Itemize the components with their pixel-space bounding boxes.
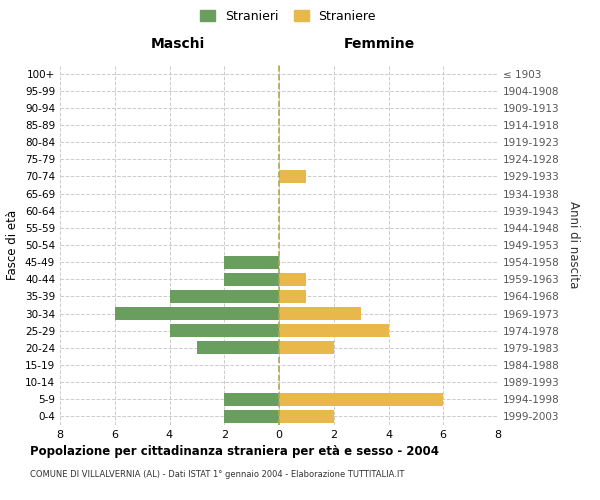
Bar	[197, 342, 279, 354]
Bar	[115, 307, 279, 320]
Bar	[279, 170, 307, 183]
Text: Popolazione per cittadinanza straniera per età e sesso - 2004: Popolazione per cittadinanza straniera p…	[30, 445, 439, 458]
Bar	[279, 393, 443, 406]
Text: Maschi: Maschi	[151, 36, 205, 51]
Bar	[279, 410, 334, 423]
Bar	[279, 342, 334, 354]
Bar	[279, 307, 361, 320]
Bar	[279, 324, 389, 337]
Bar	[224, 256, 279, 268]
Y-axis label: Fasce di età: Fasce di età	[7, 210, 19, 280]
Y-axis label: Anni di nascita: Anni di nascita	[566, 202, 580, 288]
Bar	[224, 393, 279, 406]
Bar	[224, 273, 279, 285]
Bar	[279, 290, 307, 303]
Bar	[279, 273, 307, 285]
Bar	[170, 324, 279, 337]
Bar	[224, 410, 279, 423]
Legend: Stranieri, Straniere: Stranieri, Straniere	[196, 6, 380, 26]
Bar	[170, 290, 279, 303]
Text: Femmine: Femmine	[344, 36, 415, 51]
Text: COMUNE DI VILLALVERNIA (AL) - Dati ISTAT 1° gennaio 2004 - Elaborazione TUTTITAL: COMUNE DI VILLALVERNIA (AL) - Dati ISTAT…	[30, 470, 404, 479]
